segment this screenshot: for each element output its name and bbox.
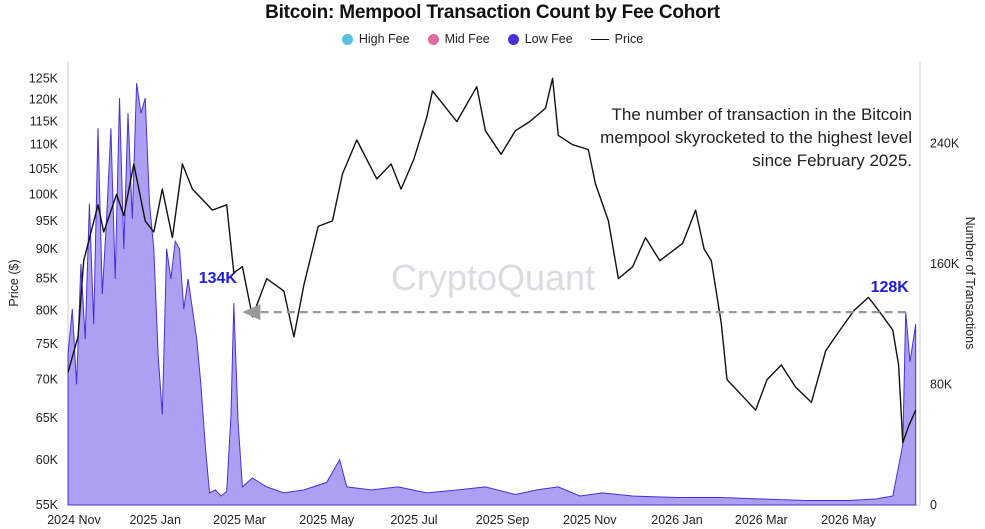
reference-arrow-layer — [242, 304, 906, 321]
y-left-tick-label: 75K — [36, 337, 59, 351]
legend-price-label: Price — [614, 32, 644, 46]
legend: High Fee Mid Fee Low Fee Price — [0, 32, 985, 46]
y-axis-left: 55K 60K 65K 70K 75K 80K 85K 90K 95K 100K 105K 110K 1… — [29, 71, 59, 512]
y-left-tick-label: 95K — [36, 214, 59, 228]
x-tick-label: 2026 Jan — [651, 513, 702, 527]
legend-item-high-fee[interactable]: High Fee — [341, 32, 410, 46]
legend-mid-fee-label: Mid Fee — [444, 32, 490, 46]
y-left-tick-label: 125K — [29, 71, 59, 85]
price-line — [67, 77, 917, 444]
y-left-tick-label: 80K — [36, 303, 59, 317]
y-left-tick-label: 70K — [36, 373, 59, 387]
y-left-tick-label: 110K — [30, 138, 59, 152]
x-tick-label: 2026 May — [821, 513, 877, 527]
callout-128k: 128K — [871, 279, 910, 296]
y-left-tick-label: 65K — [36, 411, 59, 425]
legend-item-price[interactable]: Price — [590, 32, 644, 46]
legend-high-fee-swatch — [341, 33, 353, 45]
legend-price-swatch — [590, 38, 609, 40]
low-fee-area — [67, 83, 917, 506]
x-tick-label: 2025 Nov — [563, 513, 617, 527]
y-right-tick-label: 160K — [930, 257, 960, 271]
y-axis-right-title: Number of Transactions — [963, 217, 977, 350]
callout-134k: 134K — [199, 270, 238, 287]
x-tick-label: 2025 Jan — [129, 513, 180, 527]
x-tick-label: 2025 Sep — [476, 513, 530, 527]
y-axis-left-title: Price ($) — [7, 259, 21, 306]
x-tick-label: 2025 May — [299, 513, 355, 527]
x-tick-label: 2024 Nov — [47, 513, 101, 527]
y-left-tick-label: 90K — [36, 242, 59, 256]
y-left-tick-label: 55K — [36, 498, 59, 512]
callout-layer: 134K 128K — [199, 270, 910, 296]
legend-low-fee-label: Low Fee — [524, 32, 573, 46]
price-line-layer — [67, 77, 917, 444]
low-fee-area-layer — [67, 83, 917, 506]
y-left-tick-label: 85K — [36, 272, 59, 286]
y-left-tick-label: 120K — [29, 93, 59, 107]
y-right-tick-label: 0 — [930, 498, 937, 512]
x-tick-label: 2025 Jul — [390, 513, 437, 527]
y-left-tick-label: 105K — [29, 162, 59, 176]
y-axis-right: 0 80K 160K 240K — [930, 136, 960, 512]
x-tick-label: 2026 Mar — [735, 513, 788, 527]
y-right-tick-label: 80K — [930, 377, 953, 391]
x-axis: 2024 Nov 2025 Jan 2025 Mar 2025 May 2025 Jul… — [47, 513, 876, 527]
legend-item-low-fee[interactable]: Low Fee — [507, 32, 573, 46]
x-tick-label: 2025 Mar — [213, 513, 266, 527]
watermark: CryptoQuant — [391, 257, 595, 298]
legend-mid-fee-swatch — [427, 33, 439, 45]
legend-low-fee-swatch — [507, 33, 519, 45]
reference-arrow-head — [242, 304, 261, 321]
legend-item-mid-fee[interactable]: Mid Fee — [427, 32, 490, 46]
annotation-text: The number of transaction in the Bitcoin… — [600, 105, 912, 170]
y-left-tick-label: 100K — [29, 187, 59, 201]
y-left-tick-label: 115K — [30, 115, 59, 129]
y-left-tick-label: 60K — [36, 453, 59, 467]
y-right-tick-label: 240K — [930, 136, 960, 150]
legend-high-fee-label: High Fee — [358, 32, 410, 46]
chart-title: Bitcoin: Mempool Transaction Count by Fe… — [265, 2, 720, 23]
